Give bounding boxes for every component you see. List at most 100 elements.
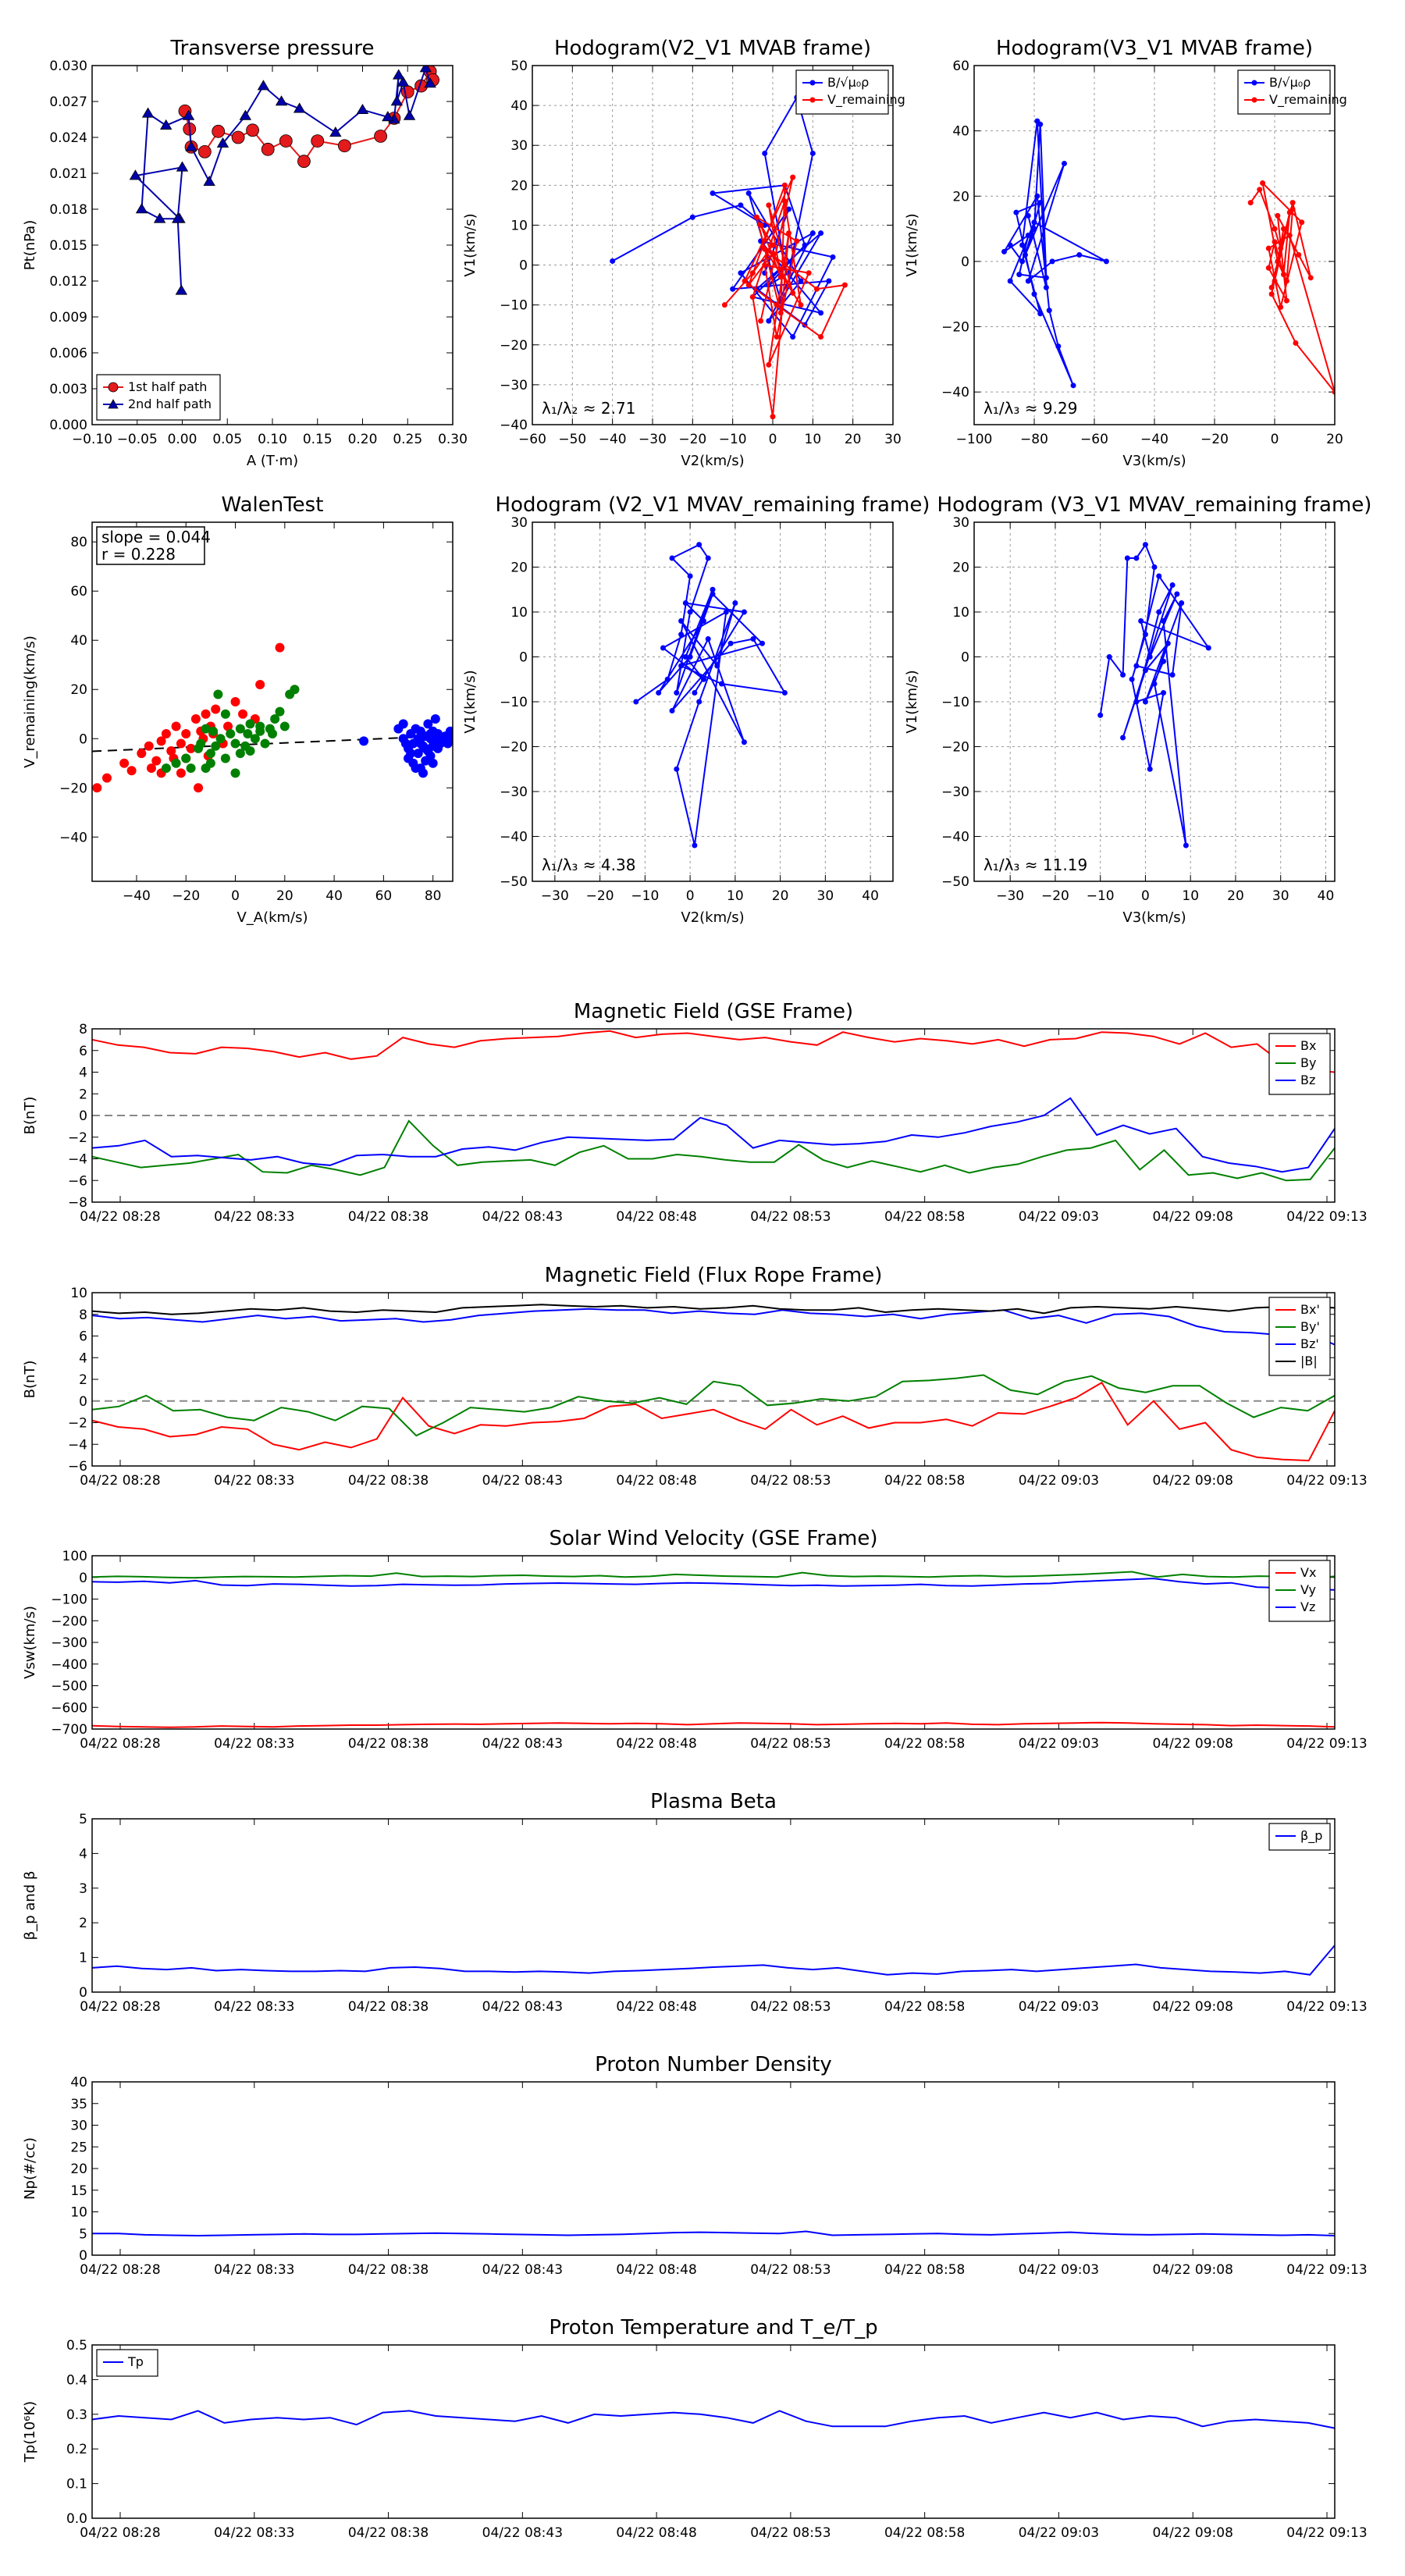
transverse-pressure-chart: Transverse pressure 0.000 0.003 0.006 0.009 0…: [22, 37, 468, 469]
proton-density-ytick-label: 15: [70, 2183, 87, 2199]
hodogram-v2v1-mvab-ytick-label: 40: [510, 98, 528, 114]
hodogram-v3v1-mvav-series-0-point-11: [1133, 699, 1140, 705]
hodogram-v2v1-mvab-series-1-point-15: [806, 270, 812, 276]
transverse-pressure-frame: [91, 65, 454, 425]
hodogram-v2v1-mvav-series-0-point-22: [669, 708, 675, 713]
transverse-pressure-ytick-label: 0.030: [49, 59, 87, 74]
hodogram-v3v1-mvab-series-1-point-20: [1265, 245, 1272, 251]
walen-test-series-0-point-7: [156, 736, 166, 746]
solar-wind-velocity-ytick-label: 0: [79, 1571, 87, 1586]
b-flux-rope-xtick-label: 04/22 08:53: [750, 1473, 831, 1489]
hodogram-v2v1-mvab-series-1-point-9: [781, 182, 788, 188]
solar-wind-velocity-ytick-label: −100: [51, 1592, 87, 1608]
walen-test-series-0-point-24: [194, 783, 204, 793]
transverse-pressure-ytick-label: 0.018: [49, 202, 87, 218]
proton-temperature-title: Proton Temperature and T_e/T_p: [549, 2316, 877, 2339]
solar-wind-velocity-ytick-label: −700: [51, 1722, 87, 1738]
hodogram-v2v1-mvav-ylabel: V1(km/s): [462, 670, 478, 733]
plasma-beta-ylabel: β_p and β: [22, 1871, 38, 1941]
b-gse-series-2-line: [92, 1097, 1335, 1173]
transverse-pressure-title: Transverse pressure: [170, 37, 375, 60]
hodogram-v3v1-mvab-series-0-point-16: [1062, 160, 1067, 166]
hodogram-v3v1-mvab-series-1-point-8: [1265, 265, 1272, 271]
hodogram-v2v1-mvab-series-1-point-21: [798, 302, 804, 308]
transverse-pressure-ytick-label: 0.024: [49, 130, 87, 146]
proton-density-xtick-label: 04/22 08:58: [884, 2262, 965, 2278]
transverse-pressure-ytick-label: 0.009: [49, 310, 87, 326]
walen-test-series-1-point-10: [226, 728, 236, 738]
proton-temperature-legend: Tp: [96, 2349, 158, 2377]
proton-density-xtick-label: 04/22 09:03: [1019, 2262, 1099, 2278]
walen-test-series-1-point-17: [260, 738, 270, 749]
hodogram-v2v1-mvab-ytick-label: −20: [500, 338, 528, 354]
hodogram-v3v1-mvab-series-0-point-8: [1034, 193, 1040, 199]
b-flux-rope-ytick-label: −2: [68, 1416, 87, 1432]
hodogram-v2v1-mvab-series-0-point-17: [790, 334, 796, 340]
hodogram-v2v1-mvab-legend-label-0: B/√μ₀ρ: [827, 75, 869, 90]
hodogram-v3v1-mvav-series-0-point-14: [1120, 735, 1126, 741]
b-flux-rope-legend-label-3: |B|: [1300, 1354, 1318, 1368]
hodogram-v3v1-mvab-series-0-point-19: [1076, 252, 1083, 258]
hodogram-v2v1-mvab-chart: Hodogram(V2_V1 MVAB frame) −40 −30 −20 −10 0 1…: [462, 37, 905, 469]
hodogram-v3v1-mvab-chart: Hodogram(V3_V1 MVAB frame) −40 −20 0 20 40 60 −…: [904, 37, 1347, 469]
walen-test-series-1-point-12: [235, 724, 245, 734]
proton-density-xtick-label: 04/22 08:53: [750, 2262, 831, 2278]
b-gse-ytick-label: 6: [79, 1044, 87, 1059]
solar-wind-velocity-xtick-label: 04/22 08:48: [616, 1736, 696, 1752]
transverse-pressure-series-1-point-1: [419, 66, 432, 73]
transverse-pressure-series-1-point-16: [185, 141, 197, 151]
walen-test-series-0-point-14: [190, 714, 201, 724]
hodogram-v3v1-mvav-ytick-label: −20: [941, 740, 969, 756]
b-gse-title: Magnetic Field (GSE Frame): [574, 1000, 853, 1023]
hodogram-v3v1-mvab-series-1-point-26: [1289, 206, 1296, 212]
hodogram-v2v1-mvab-series-0-point-3: [762, 222, 768, 228]
hodogram-v2v1-mvav-series-0-point-14: [692, 842, 698, 849]
walen-test-xtick-label: 40: [325, 888, 343, 904]
walen-test-series-1-point-26: [196, 738, 206, 749]
hodogram-v3v1-mvav-series-0-point-16: [1165, 640, 1171, 646]
proton-temperature-legend-label-0: Tp: [127, 2354, 144, 2369]
hodogram-v3v1-mvab-ytick-label: −20: [941, 320, 969, 336]
hodogram-v3v1-mvav-series-0-point-20: [1174, 591, 1180, 597]
b-gse-ytick-label: 4: [79, 1066, 87, 1081]
hodogram-v3v1-mvab-series-0-point-9: [1046, 308, 1052, 314]
hodogram-v2v1-mvab-ytick-label: 20: [510, 178, 528, 194]
hodogram-v2v1-mvav-xtick-label: 20: [772, 888, 789, 904]
b-flux-rope-xtick-label: 04/22 08:58: [884, 1473, 965, 1489]
solar-wind-velocity-frame: [91, 1555, 1336, 1730]
plasma-beta-xtick-label: 04/22 08:28: [80, 1999, 160, 2015]
b-gse-ytick-label: −6: [68, 1173, 87, 1189]
hodogram-v3v1-mvab-series-0-point-6: [1025, 232, 1031, 238]
walen-test-frame: [91, 521, 454, 882]
b-gse-series-0-line: [92, 1030, 1335, 1073]
hodogram-v2v1-mvab-series-1-point-6: [790, 290, 796, 296]
walen-test-chart: WalenTest −40 −20 0 20 40 60 80 −40 −20 0 20 40 60 80 V…: [22, 493, 454, 926]
walen-test-series-2-point-11: [413, 749, 423, 759]
plasma-beta-xtick-label: 04/22 08:48: [616, 1999, 696, 2015]
hodogram-v2v1-mvab-series-0-point-19: [809, 230, 816, 237]
hodogram-v3v1-mvav-series-0-point-21: [1147, 654, 1153, 660]
solar-wind-velocity-series-0-line: [92, 1721, 1335, 1728]
b-gse-ylabel: B(nT): [22, 1097, 38, 1135]
plasma-beta-xtick-label: 04/22 08:53: [750, 1999, 831, 2015]
transverse-pressure-series-1-point-11: [275, 95, 288, 106]
solar-wind-velocity-xtick-label: 04/22 08:53: [750, 1736, 831, 1752]
hodogram-v3v1-mvab-series-0-point-12: [1031, 291, 1037, 297]
hodogram-v3v1-mvab-series-0-point-7: [1001, 248, 1007, 254]
walen-test-series-1-point-35: [268, 728, 277, 738]
hodogram-v2v1-mvav-xtick-label: −10: [631, 888, 659, 904]
hodogram-v2v1-mvab-ytick-label: 50: [510, 59, 528, 74]
walen-test-series-1-point-8: [215, 734, 226, 744]
walen-test-ytick-label: 60: [70, 584, 87, 600]
proton-temperature-xtick-label: 04/22 08:28: [80, 2525, 160, 2541]
b-flux-rope-series-1-line: [92, 1374, 1335, 1437]
proton-density-ytick-label: 40: [70, 2075, 87, 2090]
transverse-pressure-series-0-point-4: [212, 124, 226, 138]
hodogram-v3v1-mvab-xtick-label: −80: [1020, 432, 1048, 447]
transverse-pressure-series-0-point-6: [246, 123, 259, 137]
b-gse-xtick-label: 04/22 08:48: [616, 1209, 696, 1225]
transverse-pressure-series-1-point-10: [293, 102, 306, 113]
proton-density-frame: [91, 2081, 1336, 2256]
b-gse-xtick-label: 04/22 08:38: [348, 1209, 429, 1225]
walen-test-series-2-point-18: [423, 719, 433, 729]
